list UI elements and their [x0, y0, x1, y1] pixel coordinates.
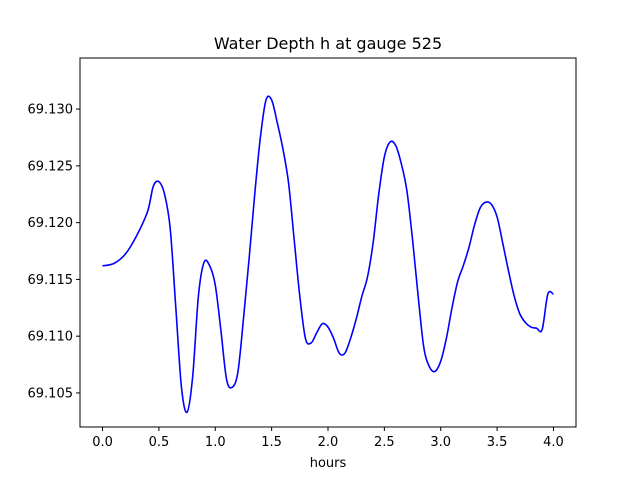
x-tick-label: 2.5	[374, 435, 395, 450]
x-tick-label: 4.0	[543, 435, 564, 450]
y-tick-label: 69.125	[28, 159, 74, 174]
data-line-series-1	[102, 95, 554, 414]
x-tick-label: 1.0	[205, 435, 226, 450]
y-tick-label: 69.115	[28, 273, 74, 288]
x-tick-label: 0.5	[149, 435, 170, 450]
x-tick-label: 3.5	[487, 435, 508, 450]
y-tick-label: 69.120	[28, 216, 74, 231]
chart-title: Water Depth h at gauge 525	[214, 34, 442, 53]
x-tick-label: 3.0	[430, 435, 451, 450]
y-tick-label: 69.110	[28, 330, 74, 345]
y-tick-label: 69.130	[28, 103, 74, 118]
plot-area: 0.0 0.5 1.0 1.5 2.0 2.5 3.0 3.5 4.0 69.105 69.110 6…	[28, 57, 577, 450]
x-axis-label: hours	[310, 456, 347, 471]
x-tick-label: 2.0	[318, 435, 339, 450]
y-tick-label: 69.105	[28, 386, 74, 401]
x-tick-label: 0.0	[92, 435, 113, 450]
x-tick-label: 1.5	[261, 435, 282, 450]
